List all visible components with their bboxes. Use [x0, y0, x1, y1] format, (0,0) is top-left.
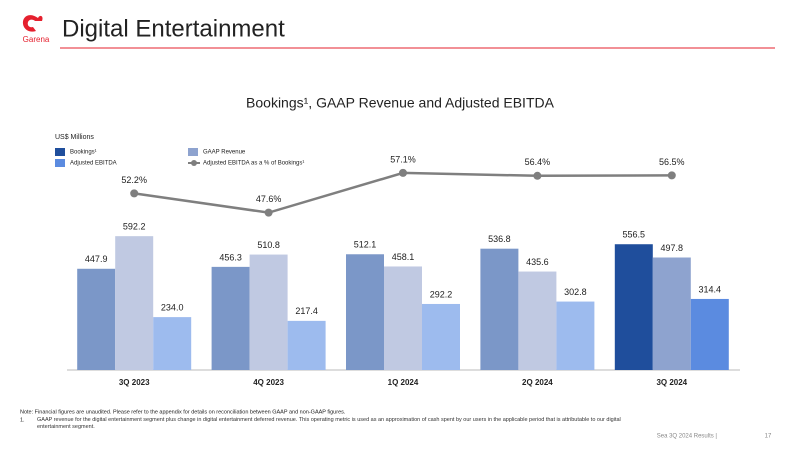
bar [652, 257, 691, 370]
value-label: 52.2% [121, 175, 147, 185]
footnote-marker: 1. [20, 417, 25, 423]
bar [422, 303, 460, 370]
bar [518, 271, 557, 370]
value-label: 497.8 [661, 243, 684, 253]
value-label: 217.4 [295, 306, 318, 316]
value-label: 536.8 [488, 234, 511, 244]
bar [384, 266, 422, 370]
line [134, 171, 672, 214]
line-point [264, 208, 273, 217]
value-label: 234.0 [161, 302, 184, 312]
value-label: 592.2 [123, 222, 146, 232]
value-label: 302.8 [564, 287, 587, 297]
bar [480, 248, 519, 370]
bar [211, 266, 250, 370]
line-point [130, 189, 139, 198]
value-label: 56.4% [525, 157, 551, 167]
x-tick-label: 1Q 2024 [388, 378, 419, 387]
value-label: 456.3 [219, 252, 242, 262]
x-tick-label: 4Q 2023 [253, 378, 284, 387]
page-title: Digital Entertainment [62, 15, 285, 42]
x-tick-label: 2Q 2024 [522, 378, 553, 387]
legend-label: Adjusted EBITDA [70, 161, 117, 167]
legend-swatch [55, 148, 65, 156]
value-label: 47.6% [256, 194, 282, 204]
value-label: 57.1% [390, 154, 416, 164]
value-label: 458.1 [392, 252, 415, 262]
page-number: 17 [765, 434, 772, 440]
x-tick-label: 3Q 2023 [119, 378, 150, 387]
line-point [533, 171, 542, 180]
value-label: 556.5 [623, 230, 646, 240]
value-label: 447.9 [85, 254, 108, 264]
legend-swatch [55, 159, 65, 167]
footer-text: Sea 3Q 2024 Results | [657, 434, 718, 440]
bar [287, 320, 326, 370]
value-label: 292.2 [430, 289, 453, 299]
legend-label: GAAP Revenue [203, 150, 246, 156]
value-label: 512.1 [354, 240, 377, 250]
logo-icon [22, 15, 43, 32]
legend-label: Bookings¹ [70, 150, 97, 156]
footnote: GAAP revenue for the digital entertainme… [37, 417, 621, 430]
logo-text: Garena [23, 35, 50, 44]
chart-title: Bookings¹, GAAP Revenue and Adjusted EBI… [246, 95, 555, 111]
bar [115, 236, 154, 370]
legend-swatch [188, 148, 198, 156]
bar [346, 254, 384, 370]
line-point [399, 168, 407, 177]
bar [77, 268, 116, 370]
value-label: 56.5% [659, 157, 685, 167]
value-label: 510.8 [257, 240, 280, 250]
x-tick-label: 3Q 2024 [656, 378, 687, 387]
bar [249, 254, 288, 370]
value-label: 435.6 [526, 257, 549, 267]
bar [690, 298, 729, 370]
legend-label: Adjusted EBITDA as a % of Bookings¹ [203, 161, 304, 167]
bar [153, 317, 192, 370]
bar [614, 244, 653, 370]
unit-label: US$ Millions [55, 134, 94, 141]
legend-marker [191, 160, 197, 166]
note: Note: Financial figures are unaudited. P… [20, 409, 346, 415]
value-label: 314.4 [699, 284, 722, 294]
bar [556, 301, 595, 370]
line-point [667, 171, 676, 180]
